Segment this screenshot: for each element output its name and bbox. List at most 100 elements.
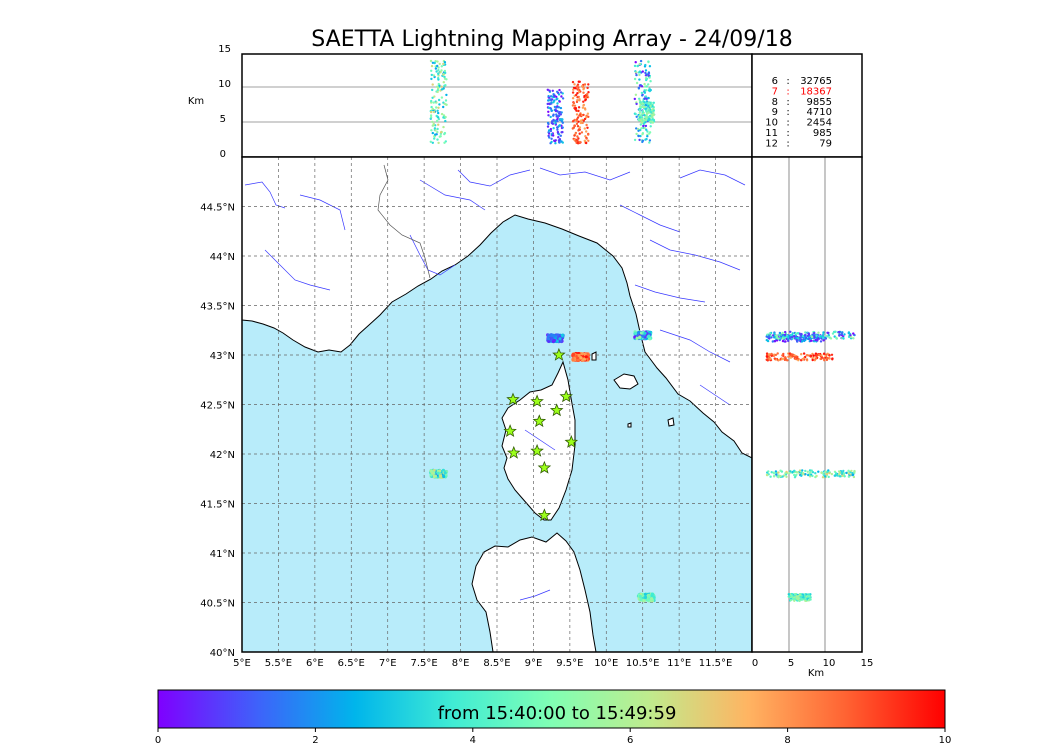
lightning-source-latitude xyxy=(841,331,844,334)
lightning-source xyxy=(550,336,554,340)
lightning-source-altitude xyxy=(442,125,445,129)
lightning-source-latitude xyxy=(843,475,846,478)
lma-station-star xyxy=(549,403,564,417)
lightning-source-altitude xyxy=(556,90,559,94)
river xyxy=(539,167,631,181)
lightning-source-altitude xyxy=(643,101,646,104)
lightning-source-altitude xyxy=(641,139,645,142)
lightning-source-altitude xyxy=(571,104,575,107)
lightning-source-latitude xyxy=(765,358,768,361)
lightning-source-latitude xyxy=(794,332,798,335)
lightning-source-altitude xyxy=(556,110,559,113)
lightning-source-latitude xyxy=(847,475,851,478)
lightning-source-altitude xyxy=(584,96,587,99)
lightning-source-altitude xyxy=(556,102,559,105)
longitude-tick: 7°E xyxy=(379,658,397,669)
latitude-ticks: 44.5°N 44°N 43.5°N 43°N 42.5°N 42°N 41.5°N 41°N… xyxy=(200,203,235,660)
lightning-source-altitude xyxy=(649,110,652,114)
lightning-source-latitude xyxy=(765,355,769,358)
longitude-tick: 9°E xyxy=(525,658,543,669)
lightning-source-latitude xyxy=(769,357,772,360)
lightning-source-latitude xyxy=(784,333,787,336)
lightning-source-altitude xyxy=(585,137,588,140)
lightning-source-latitude xyxy=(796,332,800,335)
lightning-source xyxy=(442,474,446,479)
lightning-source-latitude xyxy=(809,339,813,342)
side-panel-sources xyxy=(765,330,856,603)
lightning-source-latitude xyxy=(831,358,834,361)
lightning-source-latitude xyxy=(793,596,796,599)
lightning-source-altitude xyxy=(559,134,562,137)
lightning-source-altitude xyxy=(587,83,590,86)
lightning-source-latitude xyxy=(788,471,791,475)
legend-separator: : xyxy=(786,107,789,118)
lightning-source-altitude xyxy=(575,118,579,121)
lightning-source-altitude xyxy=(574,107,578,110)
lightning-source-altitude xyxy=(647,108,650,111)
lightning-source-altitude xyxy=(547,122,550,126)
lightning-source-altitude xyxy=(549,127,553,131)
lightning-source-latitude xyxy=(850,336,853,339)
lightning-source-latitude xyxy=(779,337,782,340)
lightning-source-latitude xyxy=(788,337,792,340)
lightning-source-latitude xyxy=(778,333,781,336)
altitude-axis-label: Km xyxy=(188,96,204,107)
lightning-source-altitude xyxy=(573,83,576,86)
longitude-tick: 9.5°E xyxy=(556,658,583,669)
lightning-source-latitude xyxy=(811,474,814,478)
lightning-source-altitude xyxy=(647,83,650,86)
lightning-source-latitude xyxy=(791,598,795,601)
lightning-source-latitude xyxy=(841,474,844,477)
lightning-source-altitude xyxy=(576,135,579,138)
lightning-source-latitude xyxy=(774,353,778,357)
lightning-source xyxy=(552,338,557,343)
lightning-source-latitude xyxy=(827,475,830,479)
lightning-source-latitude xyxy=(781,331,784,335)
lightning-source-altitude xyxy=(585,116,588,119)
lightning-source-latitude xyxy=(847,331,851,334)
mainland-landmass xyxy=(241,156,753,459)
river xyxy=(244,181,286,209)
lightning-source-latitude xyxy=(852,332,855,335)
lightning-source-altitude xyxy=(639,106,643,109)
lightning-source-altitude xyxy=(573,138,576,141)
lightning-source-altitude xyxy=(642,124,645,128)
lightning-source-altitude xyxy=(437,118,441,121)
lightning-source xyxy=(559,339,563,343)
lightning-source-latitude xyxy=(807,595,811,598)
lightning-source-altitude xyxy=(436,127,439,131)
lightning-source-altitude xyxy=(547,110,550,114)
lightning-source-altitude xyxy=(558,88,561,92)
lightning-source xyxy=(550,333,554,337)
lightning-source-latitude xyxy=(807,593,810,596)
lightning-source-altitude xyxy=(437,98,441,102)
map-gridlines xyxy=(242,157,752,652)
lightning-source-latitude xyxy=(852,337,855,340)
lightning-source-latitude xyxy=(828,471,831,475)
lightning-source-altitude xyxy=(652,109,655,112)
lightning-source-latitude xyxy=(795,473,798,476)
lightning-source-latitude xyxy=(824,336,827,340)
lightning-source-altitude xyxy=(640,114,643,117)
lightning-source-latitude xyxy=(801,593,805,596)
figure-title: SAETTA Lightning Mapping Array - 24/09/1… xyxy=(311,27,792,52)
legend-altitude: 9 xyxy=(772,107,778,118)
lightning-source-altitude xyxy=(571,97,575,100)
lightning-source-altitude xyxy=(429,114,433,117)
lightning-source-altitude xyxy=(645,128,648,131)
lightning-source-altitude xyxy=(553,99,556,102)
lightning-source-latitude xyxy=(798,594,801,597)
lightning-source-altitude xyxy=(643,89,646,92)
lightning-source-altitude xyxy=(556,97,559,100)
lightning-source xyxy=(576,358,581,362)
lightning-source-altitude xyxy=(553,139,556,142)
lightning-source-altitude xyxy=(647,74,650,77)
lightning-source-altitude xyxy=(643,82,646,86)
lightning-source-altitude xyxy=(575,85,578,88)
lightning-source-altitude xyxy=(429,59,433,63)
altitude-panel-background xyxy=(242,54,752,157)
lightning-source-altitude xyxy=(560,140,563,143)
lightning-source-altitude xyxy=(549,115,552,119)
lightning-source-altitude xyxy=(585,141,588,145)
lightning-source-altitude xyxy=(586,86,589,90)
